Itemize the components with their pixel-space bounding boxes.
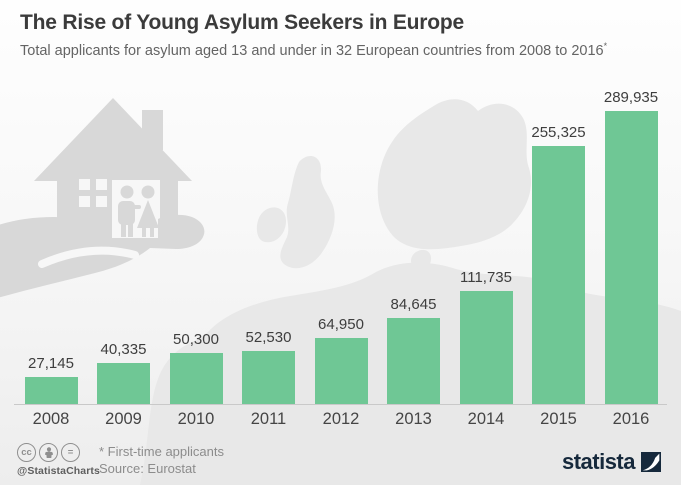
bar-2008 bbox=[24, 377, 78, 404]
year-label-2015: 2015 bbox=[540, 410, 577, 428]
bar-column-2016: 289,935 bbox=[596, 89, 666, 404]
statista-charts-handle: @StatistaCharts bbox=[17, 465, 100, 477]
bar-value-label-2009: 40,335 bbox=[100, 341, 147, 358]
year-label-2010: 2010 bbox=[177, 410, 215, 428]
bar-2013 bbox=[387, 318, 440, 404]
bar-value-label-2012: 64,950 bbox=[318, 316, 364, 333]
year-label-2011: 2011 bbox=[250, 410, 287, 428]
year-label-2014: 2014 bbox=[467, 410, 505, 428]
year-label-2013: 2013 bbox=[395, 410, 432, 428]
bar-2010 bbox=[169, 353, 223, 404]
bar-value-label-2011: 52,530 bbox=[245, 329, 292, 346]
subtitle-text: Total applicants for asylum aged 13 and … bbox=[20, 42, 604, 59]
bar-2014 bbox=[459, 291, 513, 404]
hand-holding-house-with-children-icon bbox=[0, 98, 205, 298]
bar-value-label-2010: 50,300 bbox=[173, 331, 219, 348]
bar-column-2009: 40,335 bbox=[89, 341, 159, 404]
chart-subtitle: Total applicants for asylum aged 13 and … bbox=[20, 41, 660, 59]
bar-2012 bbox=[314, 338, 368, 404]
x-axis-line bbox=[14, 404, 667, 405]
attribution-person-icon bbox=[39, 443, 58, 462]
year-label-2008: 2008 bbox=[32, 410, 70, 428]
year-label-2012: 2012 bbox=[322, 410, 360, 428]
footnote-first-time: * First-time applicants bbox=[99, 444, 224, 459]
footnotes: * First-time applicants Source: Eurostat bbox=[99, 444, 224, 477]
bar-column-2010: 50,300 bbox=[161, 331, 231, 404]
bar-chart: 27,145 40,335 50,300 52,530 64,950 84,645 111,… bbox=[16, 89, 666, 404]
bar-column-2011: 52,530 bbox=[234, 329, 304, 404]
no-derivatives-icon: = bbox=[61, 443, 80, 462]
bar-column-2012: 64,950 bbox=[306, 316, 376, 404]
bar-2016 bbox=[604, 111, 658, 404]
bar-column-2013: 84,645 bbox=[379, 296, 449, 404]
statista-logo: statista bbox=[562, 449, 661, 475]
bar-value-label-2014: 111,735 bbox=[460, 269, 512, 286]
creative-commons-icons: cc = bbox=[17, 443, 100, 462]
cc-glyph: cc bbox=[21, 447, 32, 458]
bar-value-label-2016: 289,935 bbox=[603, 89, 659, 106]
license-block: cc = @StatistaCharts bbox=[17, 443, 100, 477]
bar-value-label-2015: 255,325 bbox=[531, 124, 586, 141]
footnote-marker: * bbox=[603, 41, 608, 51]
year-label-2016: 2016 bbox=[612, 410, 650, 428]
bar-value-label-2008: 27,145 bbox=[28, 355, 74, 372]
bar-value-label-2013: 84,645 bbox=[390, 296, 437, 313]
bar-column-2014: 111,735 bbox=[451, 269, 521, 404]
year-label-2009: 2009 bbox=[105, 410, 142, 428]
bar-2015 bbox=[532, 146, 585, 404]
statista-logo-mark-icon bbox=[641, 452, 661, 472]
bar-2009 bbox=[97, 363, 150, 404]
x-axis-labels: 2008 2009 2010 2011 2012 2013 2014 2015 2016 bbox=[16, 410, 666, 429]
bar-column-2008: 27,145 bbox=[16, 355, 86, 404]
chart-title: The Rise of Young Asylum Seekers in Euro… bbox=[20, 11, 464, 34]
header: The Rise of Young Asylum Seekers in Euro… bbox=[20, 11, 660, 59]
cc-icon: cc bbox=[17, 443, 36, 462]
statista-wordmark: statista bbox=[561, 449, 636, 474]
source-note: Source: Eurostat bbox=[99, 460, 196, 476]
nd-glyph: = bbox=[67, 447, 74, 458]
bar-column-2015: 255,325 bbox=[524, 124, 594, 404]
bar-2011 bbox=[242, 351, 295, 404]
